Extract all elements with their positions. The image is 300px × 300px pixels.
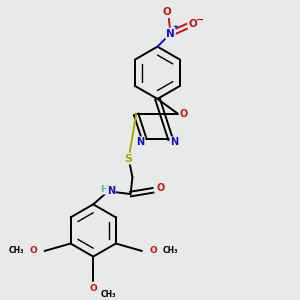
Text: +: + [172, 24, 178, 30]
Text: O: O [156, 184, 164, 194]
Text: O: O [149, 247, 157, 256]
Text: O: O [162, 7, 171, 17]
Text: N: N [107, 186, 115, 196]
Text: CH₃: CH₃ [101, 290, 116, 299]
Text: N: N [166, 28, 175, 39]
Text: CH₃: CH₃ [8, 247, 24, 256]
Text: O: O [89, 284, 97, 293]
Text: CH₃: CH₃ [163, 247, 178, 256]
Text: H: H [100, 185, 107, 194]
Text: N: N [136, 137, 145, 147]
Text: O: O [188, 19, 197, 29]
Text: O: O [179, 110, 188, 119]
Text: N: N [170, 137, 178, 147]
Text: O: O [29, 247, 37, 256]
Text: −: − [196, 15, 204, 25]
Text: S: S [125, 154, 133, 164]
